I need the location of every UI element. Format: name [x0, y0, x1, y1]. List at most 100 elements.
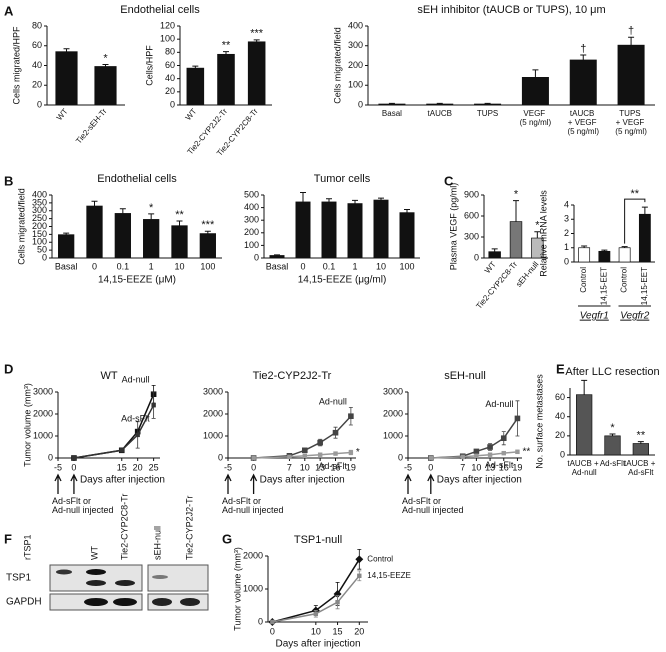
x-tick-label: 10 — [174, 261, 184, 271]
error-bar — [436, 102, 443, 105]
significance: * — [149, 202, 154, 214]
annotation: Ad-sFlt or Ad-null injected — [402, 496, 464, 515]
y-tick-label: 2 — [564, 228, 569, 238]
error-bar — [637, 441, 644, 444]
lane-label: sEH-null — [152, 526, 162, 560]
annotation: Ad-sFlt or Ad-null injected — [52, 496, 114, 515]
lane-label: WT — [89, 546, 99, 560]
x-tick-label: 15 — [333, 626, 343, 636]
y-tick-label: 4 — [564, 199, 569, 209]
x-tick-label: 0 — [92, 261, 97, 271]
bar — [604, 435, 621, 456]
y-tick-label: 0 — [398, 452, 403, 462]
bar — [509, 221, 523, 259]
x-tick-label: Basal — [55, 261, 78, 271]
arrow — [224, 473, 232, 494]
x-tick-label: -5 — [404, 462, 412, 472]
x-tick-label: 25 — [149, 462, 159, 472]
x-tick-label: VEGF (5 ng/ml) — [520, 109, 552, 127]
band — [86, 569, 106, 575]
chart-title: Tie2-CYP2J2-Tr — [253, 370, 332, 382]
bar — [269, 255, 285, 259]
x-tick-label: 0 — [270, 626, 275, 636]
significance: *** — [250, 28, 264, 40]
point — [287, 454, 292, 460]
arrow — [427, 473, 435, 494]
series-label: Ad-sFlt — [485, 460, 514, 470]
x-tick-label: 15 — [117, 462, 127, 472]
y-tick-label: 0 — [358, 99, 363, 109]
bar — [86, 205, 103, 259]
error-bar — [102, 64, 109, 67]
error-bar — [388, 102, 395, 105]
series-label: Ad-null — [319, 397, 347, 407]
y-tick-label: 1000 — [383, 430, 403, 440]
bar — [488, 251, 501, 259]
x-tick-label: 7 — [460, 462, 465, 472]
series-label: Ad-null — [485, 399, 513, 409]
x-tick-label: 19 — [512, 462, 522, 472]
y-tick-label: 100 — [244, 240, 259, 250]
bar — [114, 213, 131, 259]
y-tick-label: 250 — [32, 213, 47, 223]
y-tick-label: 20 — [32, 80, 42, 90]
point — [348, 450, 354, 455]
x-tick-label: 20 — [133, 462, 143, 472]
panel-label: D — [4, 361, 13, 376]
significance: ** — [630, 188, 639, 200]
band — [115, 580, 135, 586]
point — [333, 451, 338, 456]
blot-box — [49, 564, 143, 592]
x-tick-label: 0.1 — [117, 261, 130, 271]
lane-label: Tie2-CYP2J2-Tr — [184, 496, 194, 560]
y-tick-label: 300 — [244, 215, 259, 225]
x-tick-label: 10 — [311, 626, 321, 636]
y-tick-label: 300 — [348, 40, 363, 50]
x-tick-label: 14,15-EET — [640, 267, 649, 305]
bar — [171, 225, 188, 259]
bar — [569, 59, 597, 106]
x-tick-label: 0 — [71, 462, 76, 472]
point — [428, 455, 433, 461]
panel-label: F — [4, 531, 12, 546]
blot-box — [147, 593, 209, 611]
point — [270, 619, 275, 625]
error-bar — [513, 200, 519, 222]
y-axis-label: Cells migrated/field — [332, 27, 342, 104]
error-bar — [63, 232, 70, 235]
row-label: TSP1 — [6, 573, 31, 584]
band — [56, 569, 72, 575]
error-bar — [352, 199, 358, 204]
point — [515, 449, 520, 455]
y-axis-label: No. surface metastases — [534, 374, 544, 469]
x-tick-label: WT — [55, 107, 70, 122]
x-axis-label: 14,15-EEZE (μg/ml) — [298, 275, 387, 286]
y-tick-label: 60 — [555, 392, 565, 402]
x-axis-label: Days after injection — [260, 475, 345, 486]
y-tick-label: 3 — [564, 214, 569, 224]
y-tick-label: 100 — [160, 34, 175, 44]
y-tick-label: 200 — [32, 221, 47, 231]
x-tick-label: WT — [483, 260, 498, 275]
error-bar — [621, 246, 628, 248]
y-tick-label: 500 — [244, 189, 259, 199]
y-tick-label: 60 — [32, 40, 42, 50]
x-axis-label: Days after injection — [437, 475, 522, 486]
point — [302, 447, 308, 454]
y-tick-label: 300 — [464, 231, 479, 241]
bar — [576, 394, 593, 456]
significance: ** — [522, 446, 530, 457]
y-tick-label: 2000 — [203, 408, 223, 418]
x-tick-label: Basal — [382, 109, 402, 118]
y-tick-label: 1000 — [243, 583, 263, 593]
arrow — [70, 473, 78, 494]
x-tick-label: 10 — [471, 462, 481, 472]
significance: † — [580, 43, 586, 55]
chart-title: After LLC resection — [565, 366, 659, 378]
y-tick-label: 3000 — [33, 386, 53, 396]
x-tick-label: Control — [620, 267, 629, 293]
bar — [58, 234, 75, 259]
error-bar — [91, 200, 98, 207]
point — [313, 611, 319, 616]
point — [514, 415, 521, 422]
